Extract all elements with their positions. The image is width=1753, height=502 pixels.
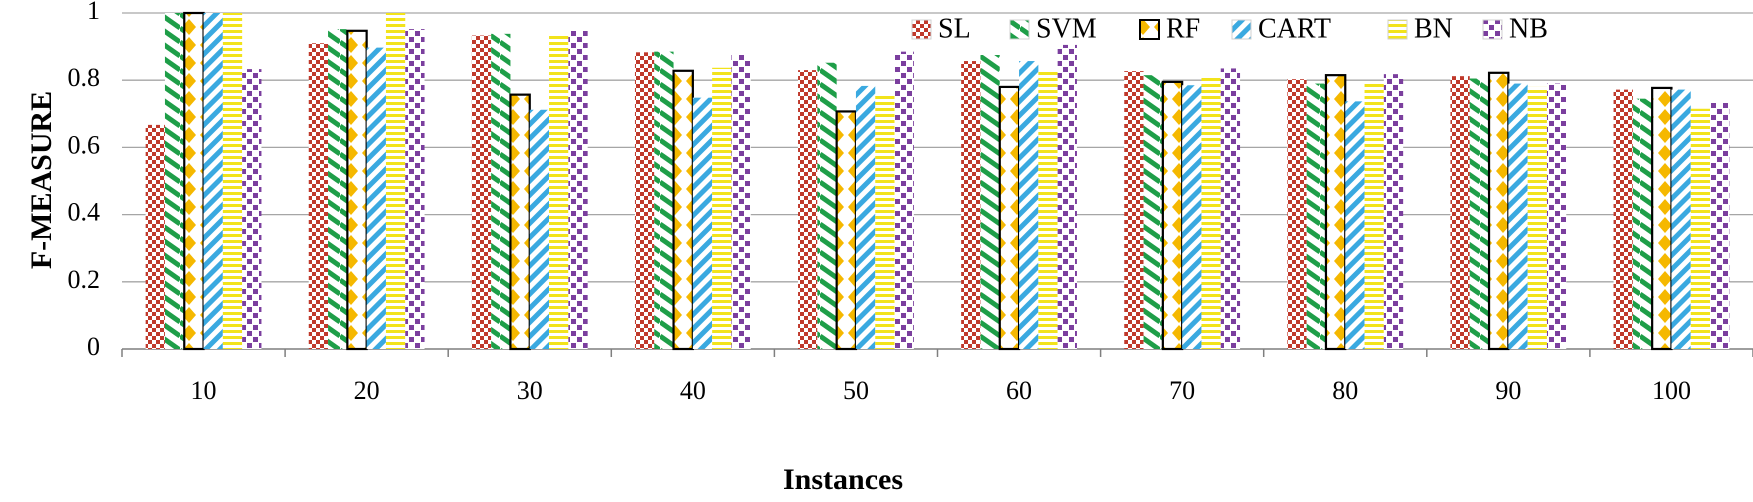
x-tick-label: 80 [1332, 376, 1358, 405]
legend-swatch-bn [1387, 19, 1408, 40]
x-tick-labels: 10 20 30 40 50 60 70 80 90 100 [191, 376, 1691, 405]
legend-label-svm: SVM [1036, 13, 1097, 44]
bars-group [145, 11, 1730, 351]
legend-label-nb: NB [1509, 13, 1548, 44]
bar-svm-80 [1306, 83, 1326, 349]
bar-rf-30 [509, 93, 531, 351]
bar-svm-70 [1143, 75, 1163, 349]
bar-svm-30 [491, 33, 511, 349]
legend-swatch-nb [1482, 19, 1503, 40]
x-tick-label: 40 [680, 376, 706, 405]
bar-bn-40 [712, 67, 732, 349]
bar-sl-90 [1450, 76, 1470, 349]
bar-rf-90 [1487, 71, 1510, 351]
bar-rf-100 [1651, 86, 1673, 351]
bar-rf-80 [1324, 74, 1347, 351]
x-tick-label: 60 [1006, 376, 1032, 405]
bar-nb-90 [1546, 83, 1567, 349]
bar-bn-60 [1038, 71, 1058, 350]
y-axis-title: F-MEASURE [25, 91, 58, 269]
bar-bn-100 [1690, 108, 1711, 349]
bar-svm-90 [1469, 78, 1490, 350]
bar-rf-10 [183, 11, 205, 351]
bar-sl-80 [1287, 79, 1307, 349]
bar-svm-60 [980, 55, 1000, 349]
legend-swatch-rf [1139, 19, 1160, 40]
bar-bn-70 [1201, 75, 1221, 349]
y-tick-label: 0.6 [68, 130, 101, 159]
bar-cart-50 [855, 85, 876, 350]
bar-nb-40 [731, 53, 751, 349]
bar-rf-20 [346, 29, 368, 351]
bar-nb-20 [405, 29, 425, 350]
x-tick-label: 30 [517, 376, 543, 405]
bar-cart-10 [203, 13, 223, 349]
bar-bn-90 [1527, 86, 1547, 350]
bar-sl-20 [308, 43, 329, 350]
bar-svm-100 [1632, 98, 1653, 350]
bar-nb-50 [894, 51, 914, 349]
bar-rf-50 [835, 110, 858, 351]
bar-sl-30 [471, 35, 492, 350]
bar-rf-60 [998, 85, 1021, 351]
bar-nb-30 [568, 30, 588, 349]
bar-bn-30 [549, 35, 569, 350]
y-tick-labels: 0 0.2 0.4 0.6 0.8 1 [68, 0, 101, 361]
y-tick-label: 0.4 [68, 198, 101, 227]
bar-bn-50 [875, 93, 895, 349]
legend-label-sl: SL [938, 13, 971, 44]
bar-nb-10 [242, 69, 262, 349]
bar-cart-90 [1508, 83, 1528, 349]
bar-bn-80 [1364, 81, 1384, 349]
y-tick-label: 0.8 [68, 63, 101, 92]
legend: SL SVM RF CART BN NB [911, 13, 1548, 44]
x-tick-label: 90 [1495, 376, 1521, 405]
bar-cart-60 [1019, 61, 1039, 349]
bar-cart-20 [366, 47, 386, 349]
x-tick-label: 10 [191, 376, 217, 405]
y-tick-label: 1 [87, 0, 100, 25]
bar-bn-20 [385, 13, 406, 349]
bar-sl-70 [1124, 71, 1144, 350]
bar-cart-40 [692, 97, 713, 349]
bar-cart-30 [529, 109, 550, 349]
bar-svm-50 [817, 62, 837, 350]
x-tick-label: 70 [1169, 376, 1195, 405]
legend-label-rf: RF [1166, 13, 1200, 44]
bar-svm-40 [654, 51, 674, 349]
bar-sl-40 [634, 52, 655, 349]
bar-rf-70 [1161, 80, 1184, 351]
bar-sl-100 [1613, 89, 1633, 349]
legend-label-bn: BN [1414, 13, 1453, 44]
legend-label-cart: CART [1258, 13, 1331, 44]
x-tick-label: 50 [843, 376, 869, 405]
bar-sl-60 [961, 61, 981, 349]
bar-nb-100 [1710, 102, 1730, 349]
bar-svm-10 [164, 13, 185, 349]
y-tick-label: 0.2 [68, 265, 101, 294]
bar-rf-40 [672, 69, 694, 351]
bar-sl-50 [798, 70, 818, 350]
x-axis-title: Instances [783, 463, 903, 496]
bar-cart-70 [1182, 85, 1202, 350]
bar-svm-20 [328, 29, 348, 350]
legend-swatch-svm [1009, 19, 1030, 40]
bar-bn-10 [222, 13, 243, 349]
bar-nb-70 [1220, 68, 1241, 349]
legend-swatch-cart [1231, 19, 1252, 40]
bar-cart-100 [1671, 89, 1691, 349]
y-tick-label: 0 [87, 332, 100, 361]
x-tick-label: 20 [354, 376, 380, 405]
x-tick-label: 100 [1652, 376, 1691, 405]
legend-swatch-sl [911, 19, 932, 40]
bar-sl-10 [145, 124, 165, 349]
bar-nb-60 [1057, 44, 1077, 350]
bar-nb-80 [1383, 74, 1404, 349]
bar-cart-80 [1345, 101, 1365, 349]
